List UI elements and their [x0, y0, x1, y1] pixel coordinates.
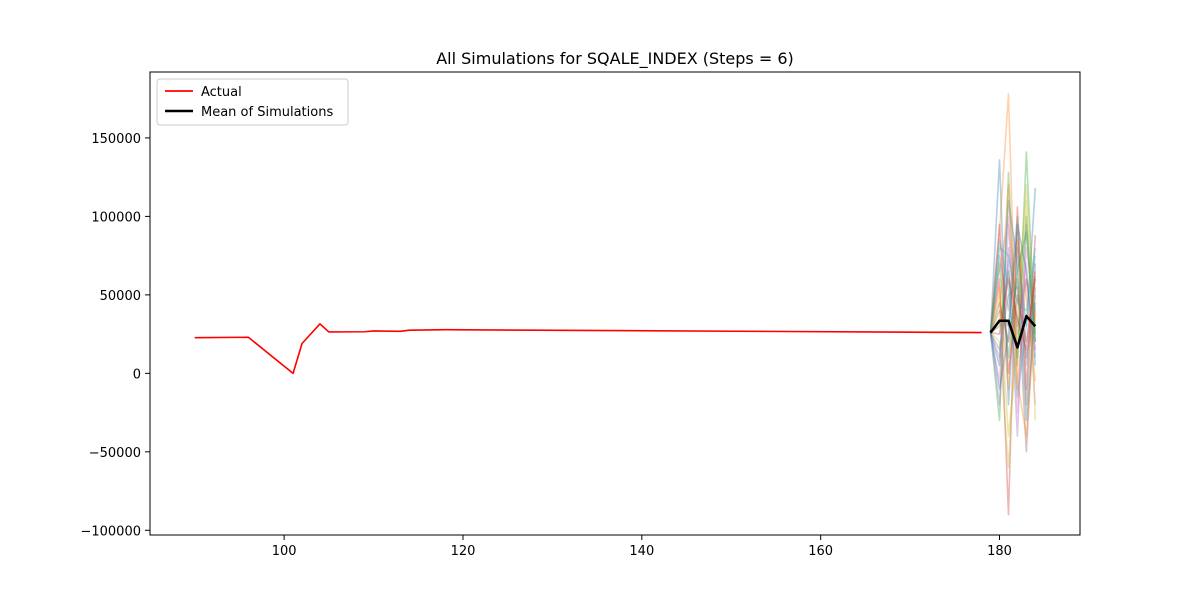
y-tick-label: 150000 — [91, 132, 141, 147]
simulation-line — [989, 246, 1037, 406]
simulation-line — [989, 239, 1037, 398]
simulation-line — [989, 215, 1037, 367]
chart-title: All Simulations for SQALE_INDEX (Steps =… — [436, 49, 794, 69]
simulation-line — [989, 151, 1037, 422]
simulation-line — [989, 231, 1037, 406]
simulation-line — [989, 223, 1037, 405]
plot-frame — [149, 71, 1081, 536]
simulation-line — [990, 215, 1037, 359]
legend-box — [156, 78, 349, 126]
y-tick-label: 0 — [133, 367, 141, 382]
simulation-line — [989, 159, 1037, 406]
simulation-lines — [989, 93, 1037, 516]
simulation-line — [989, 286, 1037, 359]
x-tick-label: 120 — [451, 544, 476, 559]
simulation-line — [989, 223, 1037, 437]
x-tick-label: 160 — [808, 544, 833, 559]
x-tick-label: 100 — [272, 544, 297, 559]
simulation-line — [989, 199, 1037, 422]
x-tick-label: 140 — [629, 544, 654, 559]
mean-line-group — [989, 314, 1037, 349]
simulation-line — [989, 223, 1037, 390]
simulation-line — [990, 184, 1037, 469]
legend: Actual Mean of Simulations — [156, 78, 349, 126]
simulation-line — [989, 206, 1037, 516]
simulation-line — [989, 231, 1037, 359]
simulation-line — [989, 93, 1037, 390]
x-tick-label: 180 — [987, 544, 1012, 559]
legend-label-actual: Actual — [201, 85, 242, 100]
simulation-line — [989, 239, 1037, 390]
y-tick-label: −100000 — [80, 524, 141, 539]
y-axis: −100000 −50000 0 50000 100000 150000 — [80, 132, 150, 539]
mean-line — [989, 314, 1037, 349]
simulation-line — [990, 271, 1037, 351]
x-axis: 100 120 140 160 180 — [272, 535, 1012, 559]
y-tick-label: −50000 — [89, 446, 141, 461]
y-tick-label: 50000 — [100, 289, 141, 304]
simulation-line — [989, 246, 1037, 333]
actual-line — [194, 323, 982, 375]
simulation-line — [989, 199, 1037, 437]
actual-line-group — [194, 323, 982, 375]
simulation-line — [989, 278, 1037, 453]
simulation-line — [989, 215, 1037, 414]
legend-label-mean: Mean of Simulations — [201, 105, 333, 120]
y-tick-label: 100000 — [91, 210, 141, 225]
